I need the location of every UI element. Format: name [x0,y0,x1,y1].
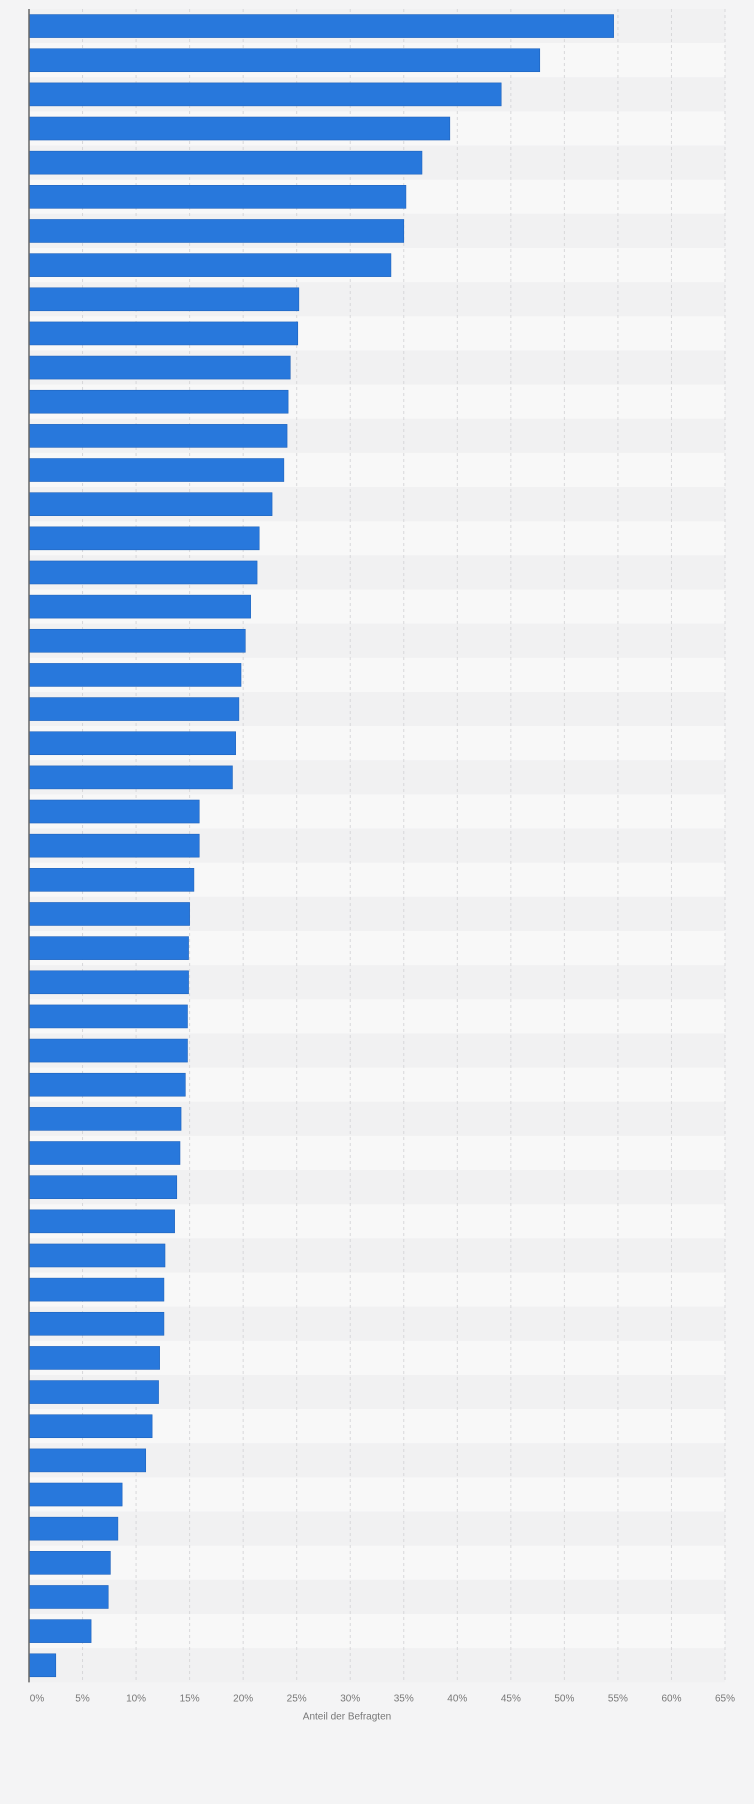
bar[interactable] [28,799,200,824]
row-band [29,1477,725,1512]
bar[interactable] [28,458,285,482]
bar[interactable] [28,253,392,277]
row-band [29,1648,725,1683]
x-tick-label: 35% [394,1693,414,1704]
bar[interactable] [28,1585,109,1609]
bar[interactable] [28,868,195,892]
bar[interactable] [28,697,240,721]
x-tick-label: 25% [287,1693,307,1704]
bar[interactable] [28,663,242,687]
bar[interactable] [28,1277,165,1302]
row-band [29,1579,725,1615]
bar[interactable] [28,219,405,243]
bar[interactable] [28,560,258,585]
bar[interactable] [28,1209,175,1234]
bar[interactable] [28,970,189,995]
bar[interactable] [28,1448,147,1473]
bar[interactable] [28,287,300,312]
bar[interactable] [28,82,502,107]
bar[interactable] [28,116,451,141]
bar[interactable] [28,150,423,175]
row-band [29,1511,725,1546]
x-tick-label: 0% [30,1693,45,1704]
x-axis-ticks: 0% 5% 10% 15% 20% 25% 30% 35% 40% 45% 50% 55% 60% 65% [30,1693,735,1704]
bar[interactable] [28,1619,92,1643]
bar[interactable] [28,731,236,756]
bar[interactable] [28,594,251,619]
bar[interactable] [28,1311,165,1336]
bar[interactable] [28,1414,153,1439]
bar[interactable] [28,355,291,380]
bar[interactable] [28,1346,160,1370]
bar[interactable] [28,185,407,209]
x-tick-label: 55% [608,1693,628,1704]
bar[interactable] [28,1175,178,1199]
x-tick-label: 5% [75,1693,90,1704]
row-band [29,1614,725,1649]
bar[interactable] [28,902,190,926]
x-tick-label: 30% [340,1693,360,1704]
bar[interactable] [28,1653,57,1678]
x-tick-label: 15% [180,1693,200,1704]
x-tick-label: 50% [554,1693,574,1704]
bar[interactable] [28,1380,159,1404]
x-tick-label: 10% [126,1693,146,1704]
x-tick-label: 45% [501,1693,521,1704]
bar[interactable] [28,1141,181,1165]
bar[interactable] [28,526,260,551]
bar[interactable] [28,1551,111,1575]
x-tick-label: 40% [447,1693,467,1704]
bar[interactable] [28,936,189,960]
bar[interactable] [28,1107,182,1131]
bar[interactable] [28,48,541,73]
x-axis-label: Anteil der Befragten [303,1711,391,1722]
bar[interactable] [28,1038,188,1063]
bar[interactable] [28,389,289,414]
bar[interactable] [28,1072,186,1097]
bar[interactable] [28,321,299,346]
x-tick-label: 20% [233,1693,253,1704]
bar[interactable] [28,765,233,790]
bar[interactable] [28,833,200,858]
bar[interactable] [28,492,273,516]
bar[interactable] [28,1004,188,1029]
bar[interactable] [28,1516,119,1541]
x-tick-label: 65% [715,1693,735,1704]
bar[interactable] [28,628,246,653]
bar[interactable] [28,424,288,448]
bar[interactable] [28,1243,166,1268]
row-band [29,1545,725,1580]
bar[interactable] [28,1482,123,1507]
x-tick-label: 60% [661,1693,681,1704]
bar[interactable] [28,14,614,38]
bars [28,14,614,1678]
